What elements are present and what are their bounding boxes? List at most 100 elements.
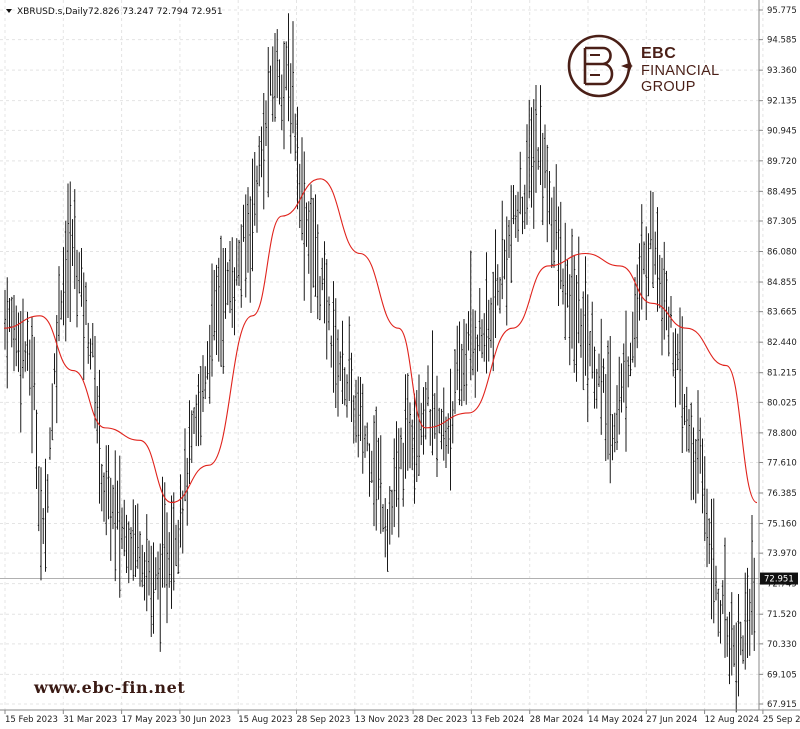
ohlc-bar [64, 220, 67, 342]
ohlc-bar [240, 224, 243, 308]
x-tick-label: 13 Feb 2024 [471, 715, 524, 725]
ohlc-bar [548, 171, 551, 225]
y-tick-label: 83.665 [767, 308, 797, 318]
y-tick-label: 95.775 [767, 6, 797, 16]
ohlc-bar [105, 445, 108, 536]
ohlc-bar [391, 489, 393, 535]
ohlc-bar [721, 580, 724, 614]
symbol-header[interactable]: XBRUSD.s,Daily 72.826 73.247 72.794 72.9… [6, 7, 223, 17]
y-tick-label: 71.520 [767, 610, 797, 620]
ohlc-bar [726, 616, 729, 657]
ohlc-bar [292, 21, 294, 134]
y-axis-labels: 95.775 94.585 93.360 92.135 90.945 89.720 88.4… [759, 6, 797, 710]
ohlc-bar [148, 540, 150, 596]
ohlc-bar [233, 267, 236, 336]
ohlc-bar [224, 248, 227, 319]
ohlc-bar [580, 308, 582, 358]
y-tick-label: 84.855 [767, 278, 797, 288]
x-tick-label: 14 May 2024 [588, 715, 643, 725]
ohlc-bar [424, 381, 427, 440]
ohlc-bar [418, 374, 420, 476]
ohlc-bar [514, 195, 517, 238]
ohlc-bar [262, 92, 265, 210]
ohlc-bar [40, 467, 42, 581]
ohlc-bar [190, 410, 193, 464]
ohlc-bar [688, 409, 690, 453]
ohlc-bar [343, 367, 346, 406]
y-tick-label: 78.800 [767, 429, 797, 439]
ohlc-bar [532, 99, 535, 229]
y-tick-label: 70.330 [767, 640, 797, 650]
ohlc-bar [395, 421, 398, 507]
ohlc-bar [697, 390, 699, 494]
logo-line1: EBC [641, 45, 676, 62]
ohlc-bar [359, 377, 362, 442]
ohlc-bar [573, 255, 576, 373]
ohlc-bar [15, 305, 18, 367]
ohlc-bar [481, 319, 483, 359]
ohlc-bar [472, 309, 474, 376]
ohlc-bar [703, 456, 706, 541]
ohlc-bar [175, 524, 177, 567]
sparkle-cross-icon [621, 63, 633, 69]
dropdown-triangle-icon[interactable] [6, 9, 12, 13]
ohlc-bar [58, 266, 60, 342]
ohlc-bar [449, 368, 452, 491]
ohlc-bar [22, 298, 24, 379]
y-tick-label: 90.945 [767, 126, 797, 136]
ohlc-bar [271, 46, 274, 122]
ohlc-bar [226, 262, 229, 306]
x-tick-label: 28 Dec 2023 [413, 715, 467, 725]
ohlc-bar [339, 351, 342, 382]
y-tick-label: 76.385 [767, 489, 797, 499]
ohlc-bar [118, 455, 121, 598]
ohlc-bar [177, 519, 180, 574]
symbol-label: XBRUSD.s,Daily [17, 7, 89, 17]
ohlc-bar [496, 264, 499, 306]
ohlc-bar [256, 165, 258, 233]
ohlc-bar [694, 438, 697, 504]
ohlc-bar [586, 294, 589, 423]
ohlc-bar [161, 476, 164, 588]
ohlc-bar [188, 400, 191, 484]
ohlc-bar [550, 197, 553, 268]
ohlc-bar [474, 310, 477, 398]
x-tick-label: 15 Feb 2023 [5, 715, 58, 725]
ohlc-bar [636, 264, 639, 349]
ohlc-bar [575, 274, 578, 382]
ohlc-bar [618, 356, 621, 435]
y-tick-label: 89.720 [767, 157, 797, 167]
ohlc-bar [685, 386, 688, 452]
price-bars [4, 13, 756, 713]
current-price-tag: 72.951 [760, 572, 798, 585]
ohlc-bar [280, 74, 283, 131]
ohlc-bar [247, 187, 249, 273]
ohlc-bar [13, 294, 15, 372]
ohlc-bar [411, 419, 414, 471]
ohlc-bar [346, 374, 348, 418]
x-tick-label: 27 Jun 2024 [646, 715, 697, 725]
ohlc-bar [674, 328, 677, 408]
ohlc-bar [386, 509, 389, 572]
ohlc-bar [163, 482, 166, 588]
ohlc-bar [136, 503, 139, 569]
ohlc-bar [69, 181, 72, 323]
ohlc-bar [415, 390, 418, 483]
ohlc-bar [715, 565, 717, 601]
ohlc-bar [287, 13, 290, 122]
ohlc-bar [490, 297, 492, 348]
ohlc-bar [460, 343, 463, 407]
ohlc-bar [274, 32, 276, 122]
ohlc-bar [312, 197, 315, 288]
ohlc-bar [690, 402, 693, 501]
ohlc-bar [269, 65, 272, 96]
ohlc-bar [82, 272, 85, 380]
ohlc-bar [438, 407, 441, 434]
ohlc-bar [595, 368, 598, 409]
ohlc-bar [159, 543, 162, 652]
ohlc-bar [307, 201, 310, 274]
ohlc-bar [676, 333, 679, 371]
ohlc-bar [215, 264, 218, 355]
ohlc-bar [555, 164, 558, 250]
